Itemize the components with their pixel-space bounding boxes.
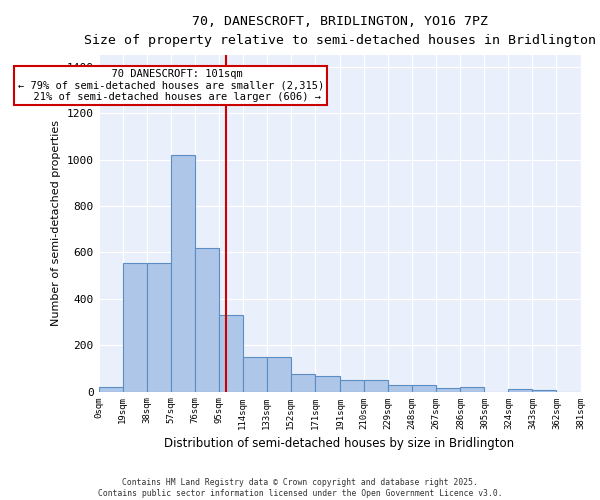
Bar [436,388,460,392]
Bar [315,376,340,392]
Bar [291,374,315,392]
Bar [219,315,243,392]
Y-axis label: Number of semi-detached properties: Number of semi-detached properties [51,120,61,326]
Bar [412,385,436,392]
Title: 70, DANESCROFT, BRIDLINGTON, YO16 7PZ
Size of property relative to semi-detached: 70, DANESCROFT, BRIDLINGTON, YO16 7PZ Si… [83,15,596,47]
Bar [170,155,194,392]
Bar [267,357,291,392]
Bar [243,357,267,392]
Bar [340,380,364,392]
Bar [146,263,170,392]
Bar [532,390,556,392]
Bar [122,263,146,392]
X-axis label: Distribution of semi-detached houses by size in Bridlington: Distribution of semi-detached houses by … [164,437,515,450]
Bar [508,389,532,392]
Text: Contains HM Land Registry data © Crown copyright and database right 2025.
Contai: Contains HM Land Registry data © Crown c… [98,478,502,498]
Bar [460,387,484,392]
Text: 70 DANESCROFT: 101sqm
← 79% of semi-detached houses are smaller (2,315)
  21% of: 70 DANESCROFT: 101sqm ← 79% of semi-deta… [17,69,324,102]
Bar [194,248,219,392]
Bar [364,380,388,392]
Bar [388,385,412,392]
Bar [98,387,122,392]
